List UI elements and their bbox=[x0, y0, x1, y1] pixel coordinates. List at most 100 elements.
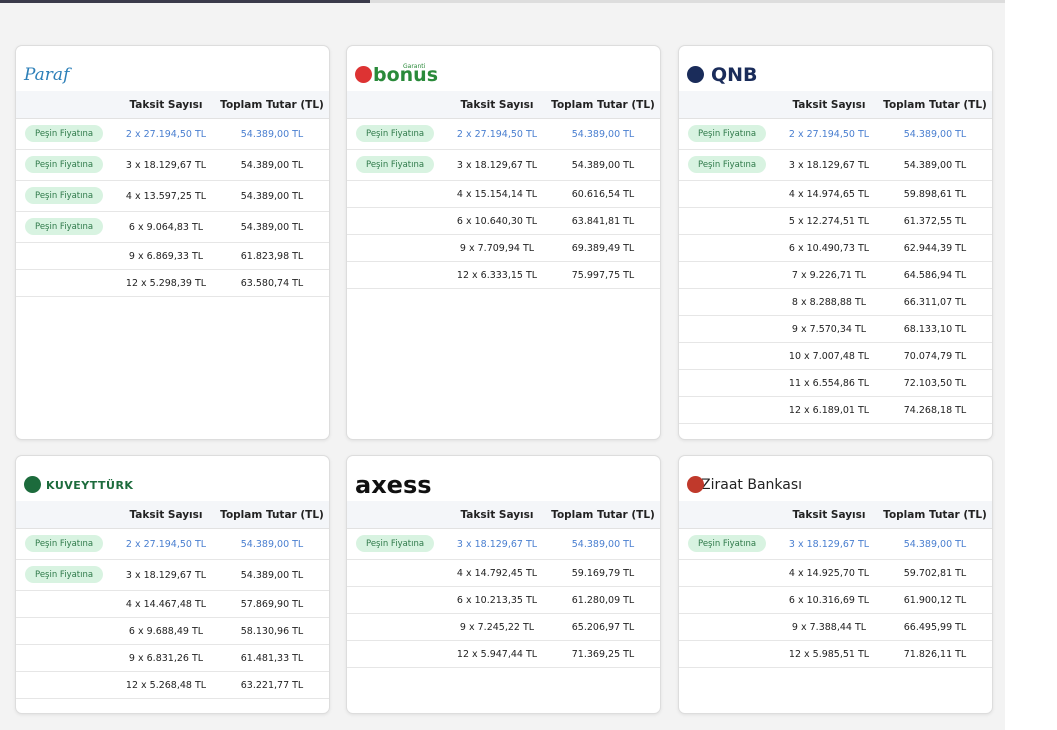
total: 54.389,00 TL bbox=[240, 128, 304, 140]
cash-price-badge: Peşin Fiyatına bbox=[356, 156, 435, 173]
table-header: Taksit Sayısı Toplam Tutar (TL) bbox=[347, 91, 660, 119]
table-header: Taksit Sayısı Toplam Tutar (TL) bbox=[347, 501, 660, 529]
installment: 3 x 18.129,67 TL bbox=[125, 159, 207, 171]
table-body: Peşin Fiyatına 3 x 18.129,67 TL 54.389,00 … bbox=[347, 529, 660, 668]
cash-price-badge: Peşin Fiyatına bbox=[25, 218, 104, 235]
total: 54.389,00 TL bbox=[571, 159, 635, 171]
installment: 12 x 6.189,01 TL bbox=[788, 404, 870, 416]
table-row: 7 x 9.226,71 TL 64.586,94 TL bbox=[679, 262, 992, 289]
cash-price-badge: Peşin Fiyatına bbox=[356, 535, 435, 552]
table-header: Taksit Sayısı Toplam Tutar (TL) bbox=[679, 501, 992, 529]
bank-card: Ziraat Bankası Taksit Sayısı Toplam Tutar … bbox=[678, 455, 993, 714]
table-row: Peşin Fiyatına 2 x 27.194,50 TL 54.389,00 … bbox=[16, 119, 329, 150]
total: 60.616,54 TL bbox=[571, 188, 635, 200]
installment: 4 x 15.154,14 TL bbox=[456, 188, 538, 200]
installment: 2 x 27.194,50 TL bbox=[456, 128, 538, 140]
logo-text: QNB bbox=[711, 64, 758, 86]
table-row: 12 x 6.333,15 TL 75.997,75 TL bbox=[347, 262, 660, 289]
installment: 3 x 18.129,67 TL bbox=[456, 538, 538, 550]
bank-logo: Garanti bonus bbox=[355, 60, 438, 90]
header-cell: Taksit Sayısı bbox=[460, 508, 534, 521]
total: 54.389,00 TL bbox=[903, 538, 967, 550]
table-row: 12 x 5.298,39 TL 63.580,74 TL bbox=[16, 270, 329, 297]
table-row: 12 x 5.947,44 TL 71.369,25 TL bbox=[347, 641, 660, 668]
installment: 2 x 27.194,50 TL bbox=[125, 128, 207, 140]
logo-text: Ziraat Bankası bbox=[701, 477, 803, 493]
installment: 4 x 13.597,25 TL bbox=[125, 190, 207, 202]
table-row: 9 x 6.831,26 TL 61.481,33 TL bbox=[16, 645, 329, 672]
installment: 6 x 9.688,49 TL bbox=[128, 625, 204, 637]
header-cell: Taksit Sayısı bbox=[129, 98, 203, 111]
installment: 6 x 10.316,69 TL bbox=[788, 594, 870, 606]
total: 54.389,00 TL bbox=[903, 159, 967, 171]
installment: 4 x 14.792,45 TL bbox=[456, 567, 538, 579]
table-header: Taksit Sayısı Toplam Tutar (TL) bbox=[16, 91, 329, 119]
installment: 12 x 6.333,15 TL bbox=[456, 269, 538, 281]
header-cell: Taksit Sayısı bbox=[460, 98, 534, 111]
total: 58.130,96 TL bbox=[240, 625, 304, 637]
total: 69.389,49 TL bbox=[571, 242, 635, 254]
table-row: 8 x 8.288,88 TL 66.311,07 TL bbox=[679, 289, 992, 316]
installment: 4 x 14.925,70 TL bbox=[788, 567, 870, 579]
table-row: 6 x 10.213,35 TL 61.280,09 TL bbox=[347, 587, 660, 614]
total: 71.826,11 TL bbox=[903, 648, 967, 660]
total: 54.389,00 TL bbox=[571, 128, 635, 140]
total: 54.389,00 TL bbox=[240, 159, 304, 171]
total: 62.944,39 TL bbox=[903, 242, 967, 254]
table-row: 5 x 12.274,51 TL 61.372,55 TL bbox=[679, 208, 992, 235]
total: 61.900,12 TL bbox=[903, 594, 967, 606]
table-row: Peşin Fiyatına 3 x 18.129,67 TL 54.389,00 … bbox=[16, 560, 329, 591]
cash-price-badge: Peşin Fiyatına bbox=[25, 156, 104, 173]
header-cell: Toplam Tutar (TL) bbox=[883, 98, 987, 111]
installment: 10 x 7.007,48 TL bbox=[788, 350, 870, 362]
total: 59.898,61 TL bbox=[903, 188, 967, 200]
table-header: Taksit Sayısı Toplam Tutar (TL) bbox=[16, 501, 329, 529]
table-row: Peşin Fiyatına 3 x 18.129,67 TL 54.389,00 … bbox=[679, 150, 992, 181]
installment: 4 x 14.974,65 TL bbox=[788, 188, 870, 200]
total: 68.133,10 TL bbox=[903, 323, 967, 335]
installment: 6 x 10.213,35 TL bbox=[456, 594, 538, 606]
table-row: 4 x 15.154,14 TL 60.616,54 TL bbox=[347, 181, 660, 208]
table-row: 9 x 6.869,33 TL 61.823,98 TL bbox=[16, 243, 329, 270]
installment: 6 x 10.490,73 TL bbox=[788, 242, 870, 254]
total: 75.997,75 TL bbox=[571, 269, 635, 281]
logo-text: Garanti bbox=[403, 63, 426, 70]
table-row: Peşin Fiyatına 3 x 18.129,67 TL 54.389,00 … bbox=[16, 150, 329, 181]
progress-fill bbox=[0, 0, 370, 3]
total: 71.369,25 TL bbox=[571, 648, 635, 660]
installment: 3 x 18.129,67 TL bbox=[788, 538, 870, 550]
installment: 9 x 7.388,44 TL bbox=[791, 621, 867, 633]
table-body: Peşin Fiyatına 2 x 27.194,50 TL 54.389,00 … bbox=[16, 529, 329, 699]
bank-card: Garanti bonus Taksit Sayısı Toplam Tutar (T… bbox=[346, 45, 661, 440]
table-row: 12 x 6.189,01 TL 74.268,18 TL bbox=[679, 397, 992, 424]
table-row: 12 x 5.268,48 TL 63.221,77 TL bbox=[16, 672, 329, 699]
installment: 7 x 9.226,71 TL bbox=[791, 269, 867, 281]
bank-card: axess Taksit Sayısı Toplam Tutar (TL) Peşin… bbox=[346, 455, 661, 714]
logo-text: bonus bbox=[373, 64, 439, 86]
table-row: 4 x 14.792,45 TL 59.169,79 TL bbox=[347, 560, 660, 587]
table-body: Peşin Fiyatına 3 x 18.129,67 TL 54.389,00 … bbox=[679, 529, 992, 668]
table-row: 9 x 7.245,22 TL 65.206,97 TL bbox=[347, 614, 660, 641]
installment: 3 x 18.129,67 TL bbox=[125, 569, 207, 581]
cash-price-badge: Peşin Fiyatına bbox=[25, 566, 104, 583]
table-row: Peşin Fiyatına 4 x 13.597,25 TL 54.389,00 … bbox=[16, 181, 329, 212]
logo-icon bbox=[687, 66, 704, 83]
installment: 9 x 6.869,33 TL bbox=[128, 250, 204, 262]
cash-price-badge: Peşin Fiyatına bbox=[688, 156, 767, 173]
total: 64.586,94 TL bbox=[903, 269, 967, 281]
table-row: 4 x 14.974,65 TL 59.898,61 TL bbox=[679, 181, 992, 208]
table-row: 9 x 7.388,44 TL 66.495,99 TL bbox=[679, 614, 992, 641]
background: Paraf Taksit Sayısı Toplam Tutar (TL) Peşin… bbox=[0, 0, 1005, 730]
total: 54.389,00 TL bbox=[903, 128, 967, 140]
bank-card: QNB Taksit Sayısı Toplam Tutar (TL) Peşin F… bbox=[678, 45, 993, 440]
header-cell: Taksit Sayısı bbox=[792, 98, 866, 111]
table-row: Peşin Fiyatına 2 x 27.194,50 TL 54.389,00 … bbox=[679, 119, 992, 150]
installment: 12 x 5.298,39 TL bbox=[125, 277, 207, 289]
total: 63.580,74 TL bbox=[240, 277, 304, 289]
cash-price-badge: Peşin Fiyatına bbox=[356, 125, 435, 142]
bank-logo: Paraf bbox=[24, 60, 69, 90]
header-cell: Toplam Tutar (TL) bbox=[220, 98, 324, 111]
bank-logo: axess bbox=[355, 470, 432, 500]
installment: 9 x 7.570,34 TL bbox=[791, 323, 867, 335]
